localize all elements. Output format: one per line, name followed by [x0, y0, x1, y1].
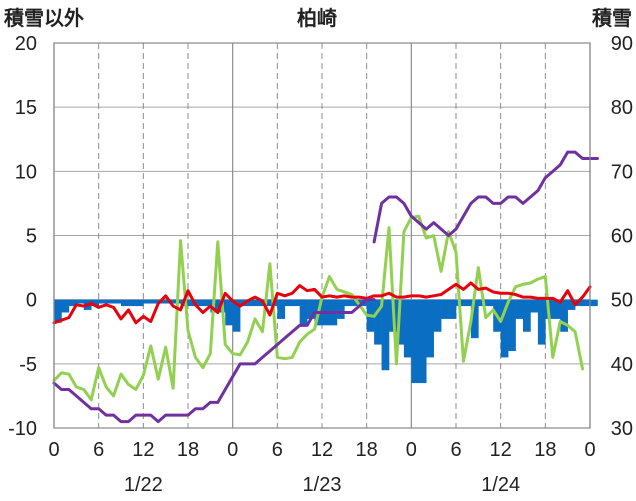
plot-frame — [53, 42, 591, 429]
bar — [232, 299, 241, 332]
bar — [225, 299, 233, 326]
right-axis-label: 積雪 — [592, 7, 632, 30]
bar — [61, 299, 70, 313]
x-tick-label: 12 — [311, 439, 333, 461]
bar — [441, 299, 449, 319]
left-tick-label: 0 — [26, 290, 37, 312]
x-axis-ticks: 0 6 12 18 0 6 12 18 0 6 12 18 0 — [48, 439, 595, 461]
bar-series — [54, 299, 598, 384]
right-tick-label: 80 — [611, 97, 633, 119]
bar — [284, 299, 293, 307]
bar — [537, 299, 546, 345]
bar — [128, 299, 137, 307]
bar — [307, 299, 315, 319]
bar — [247, 299, 256, 307]
left-axis-label: 積雪以外 — [4, 6, 84, 30]
red-series-line — [52, 281, 592, 325]
bar — [143, 299, 152, 304]
x-tick-label: 0 — [48, 439, 59, 461]
left-tick-label: -10 — [8, 418, 37, 440]
x-tick-label: 6 — [272, 439, 283, 461]
x-tick-label: 6 — [93, 439, 104, 461]
grid-lines — [53, 42, 591, 429]
bar — [202, 299, 211, 307]
bar — [567, 299, 576, 310]
bar — [552, 299, 561, 319]
bar — [463, 299, 472, 307]
bar — [418, 299, 427, 384]
left-tick-label: 10 — [15, 161, 37, 183]
bar — [113, 299, 122, 304]
bar — [433, 299, 442, 332]
bar — [448, 299, 457, 319]
bar — [590, 299, 598, 307]
x-tick-label: 0 — [406, 439, 417, 461]
right-tick-label: 30 — [611, 418, 633, 440]
bar — [195, 299, 204, 307]
left-tick-label: -5 — [19, 354, 37, 376]
right-tick-label: 40 — [611, 354, 633, 376]
bar — [106, 299, 114, 304]
bar — [150, 299, 159, 304]
x-tick-label: 6 — [450, 439, 461, 461]
bar — [500, 299, 509, 358]
bar — [188, 299, 196, 307]
line-series — [52, 150, 599, 424]
bar — [277, 299, 286, 319]
left-tick-label: 20 — [15, 33, 37, 55]
right-axis-ticks: 90 80 70 60 50 40 30 — [611, 33, 633, 440]
bar — [485, 299, 494, 307]
bar — [351, 299, 360, 307]
date-label: 1/22 — [124, 474, 163, 496]
bar — [381, 299, 390, 371]
purple-series-line — [52, 298, 376, 424]
bar — [91, 299, 99, 307]
x-tick-label: 0 — [227, 439, 238, 461]
bar — [403, 299, 412, 358]
right-tick-label: 50 — [611, 290, 633, 312]
bar — [68, 299, 77, 307]
x-tick-label: 18 — [534, 439, 556, 461]
bar — [98, 299, 107, 304]
left-axis-ticks: 20 15 10 5 0 -5 -10 — [8, 33, 37, 440]
chart-title: 柏崎 — [297, 6, 337, 30]
bar — [344, 299, 353, 307]
bar — [582, 299, 591, 307]
x-tick-label: 18 — [356, 439, 378, 461]
right-tick-label: 60 — [611, 226, 633, 248]
bar — [135, 299, 144, 307]
date-labels: 1/22 1/23 1/24 — [124, 474, 520, 496]
bar — [121, 299, 129, 307]
bar — [560, 299, 568, 332]
right-tick-label: 90 — [611, 33, 633, 55]
bar — [299, 299, 308, 326]
bar — [523, 299, 531, 332]
bar — [515, 299, 524, 319]
bar — [336, 299, 345, 319]
bar — [76, 299, 85, 304]
bar — [374, 299, 382, 345]
date-label: 1/23 — [303, 474, 342, 496]
x-tick-label: 12 — [132, 439, 154, 461]
x-tick-label: 0 — [584, 439, 595, 461]
right-tick-label: 70 — [611, 161, 633, 183]
bar — [54, 299, 62, 323]
date-label: 1/24 — [481, 474, 520, 496]
bar — [411, 299, 420, 384]
bar — [470, 299, 479, 339]
bar — [530, 299, 539, 313]
bar — [292, 299, 300, 307]
bar — [396, 299, 405, 345]
bar — [255, 299, 263, 307]
purple-series-line — [372, 150, 599, 244]
x-tick-label: 12 — [490, 439, 512, 461]
left-tick-label: 15 — [15, 97, 37, 119]
bar — [426, 299, 434, 358]
x-tick-label: 18 — [177, 439, 199, 461]
left-tick-label: 5 — [26, 226, 37, 248]
bar — [508, 299, 516, 351]
